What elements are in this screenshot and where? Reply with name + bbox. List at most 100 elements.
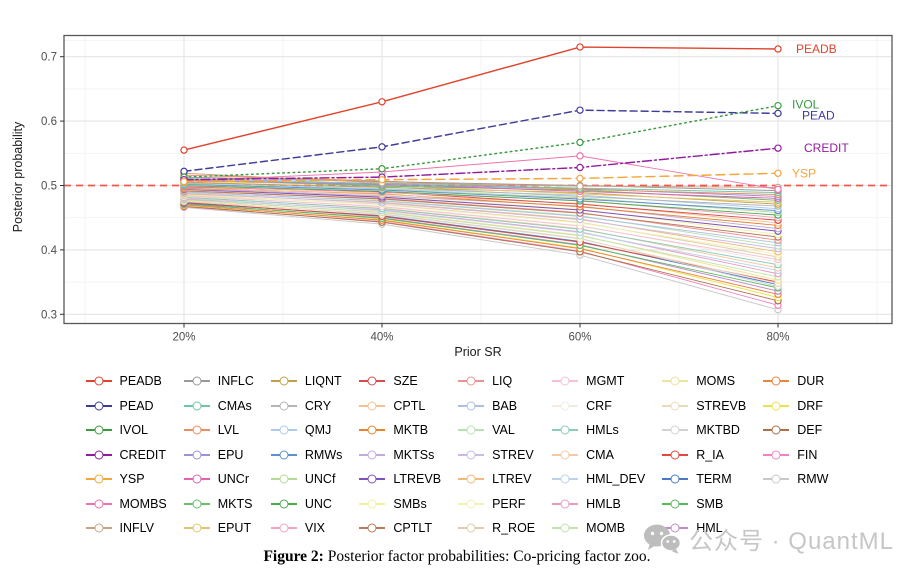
legend-item-SMBs: SMBs <box>359 492 441 517</box>
series-line-CPTL <box>183 186 779 224</box>
legend-key-icon <box>270 375 297 387</box>
line-label-PEADB: PEADB <box>796 42 837 56</box>
legend-label: STREVB <box>696 398 747 413</box>
legend-item-CREDIT: CREDIT <box>85 443 167 468</box>
watermark-quantml: 公众号 · QuantML <box>642 521 894 556</box>
figure-caption: Figure 2: Posterior factor probabilities… <box>0 548 914 566</box>
legend-item-PEADB: PEADB <box>85 369 167 394</box>
legend-label: RMWs <box>304 447 343 462</box>
legend-key-icon <box>359 400 386 412</box>
legend-key-icon <box>552 424 579 436</box>
legend-column-5: LIQ BAB VAL STREV LTREV PERF R_ROE <box>458 369 535 541</box>
legend-item-SMB: SMB <box>662 492 746 517</box>
legend-key-icon <box>662 424 689 436</box>
legend-item-R_IA: R_IA <box>662 443 746 468</box>
legend-key-icon <box>183 473 210 485</box>
legend-label: UNCf <box>304 472 336 487</box>
legend-item-RMW: RMW <box>763 467 828 492</box>
legend-key-icon <box>183 498 210 510</box>
legend-key-icon <box>359 473 386 485</box>
legend-column-1: PEADB PEAD IVOL CREDIT YSP MOMBS INFLV <box>85 369 167 541</box>
legend-key-icon <box>359 424 386 436</box>
series-line-DUR <box>183 204 779 295</box>
legend-key-icon <box>662 375 689 387</box>
legend-label: DEF <box>797 423 823 438</box>
legend-label: MOMBS <box>119 496 167 511</box>
line-label-PEAD: PEAD <box>802 108 835 122</box>
line-label-YSP: YSP <box>792 166 816 180</box>
legend-key-icon <box>458 375 485 387</box>
legend-key-icon <box>662 400 689 412</box>
legend-item-VAL: VAL <box>458 418 535 443</box>
legend-key-icon <box>183 449 210 461</box>
legend-item-PERF: PERF <box>458 492 535 517</box>
legend-key-icon <box>763 449 790 461</box>
chart-area: PEADB PEAD IVOL CREDIT YSP 0.3 0.4 0.5 0.6 0.7 20%… <box>11 34 893 359</box>
legend-key-icon <box>458 498 485 510</box>
legend-label: RMW <box>797 472 829 487</box>
legend-key-icon <box>458 400 485 412</box>
legend-key-icon <box>552 449 579 461</box>
legend-item-MKTS: MKTS <box>183 492 254 517</box>
legend-item-PEAD: PEAD <box>85 394 167 419</box>
legend-item-IVOL: IVOL <box>85 418 167 443</box>
legend-label: FIN <box>797 447 818 462</box>
legend-label: UNCr <box>217 472 249 487</box>
legend-key-icon <box>763 400 790 412</box>
legend-key-icon <box>552 522 579 534</box>
legend-item-YSP: YSP <box>85 467 167 492</box>
series-line-LTREVB <box>183 188 779 232</box>
legend-item-MGMT: MGMT <box>552 369 645 394</box>
legend-item-CMAs: CMAs <box>183 394 254 419</box>
legend-label: VAL <box>492 423 515 438</box>
legend-key-icon <box>662 473 689 485</box>
legend-label: HML_DEV <box>586 472 646 487</box>
legend-item-EPUT: EPUT <box>183 516 254 541</box>
legend-key-icon <box>270 498 297 510</box>
legend-item-CRY: CRY <box>270 394 343 419</box>
legend-key-icon <box>662 449 689 461</box>
legend-label: TERM <box>696 472 732 487</box>
legend-label: PERF <box>492 496 526 511</box>
legend-label: R_ROE <box>492 521 536 536</box>
legend-label: LTREV <box>492 472 532 487</box>
legend-label: R_IA <box>696 447 724 462</box>
legend-label: HMLB <box>586 496 621 511</box>
legend-label: MOMB <box>586 521 626 536</box>
series-line-HML_DEV <box>183 197 779 271</box>
wechat-icon <box>643 524 682 554</box>
series-line-EPUT <box>183 180 779 203</box>
legend-label: LIQNT <box>304 374 342 389</box>
legend-column-6: MGMT CRF HMLs CMA HML_DEV HMLB MOMB <box>552 369 645 541</box>
legend-label: VIX <box>304 521 326 536</box>
series-line-PERF <box>183 194 779 255</box>
legend-label: MGMT <box>586 374 625 389</box>
legend-item-LIQ: LIQ <box>458 369 535 394</box>
legend-key-icon <box>763 473 790 485</box>
legend-label: LTREVB <box>393 472 442 487</box>
legend-label: PEADB <box>119 374 162 389</box>
series-line-CREDIT <box>183 147 779 181</box>
legend-item-CMA: CMA <box>552 443 645 468</box>
legend-column-3: LIQNT CRY QMJ RMWs UNCf UNC VIX <box>270 369 343 541</box>
legend-item-LTREV: LTREV <box>458 467 535 492</box>
legend-label: IVOL <box>119 423 149 438</box>
legend-key-icon <box>458 449 485 461</box>
legend-label: MKTBD <box>696 423 740 438</box>
legend-item-RMWs: RMWs <box>270 443 343 468</box>
legend-label: MOMS <box>696 374 736 389</box>
series-line-PEADB <box>183 46 779 151</box>
legend-item-MKTSs: MKTSs <box>359 443 441 468</box>
legend-key-icon <box>552 400 579 412</box>
series-line-SMB <box>183 203 779 289</box>
x-tick-label: 80% <box>766 332 789 344</box>
legend-key-icon <box>183 375 210 387</box>
legend-key-icon <box>270 400 297 412</box>
y-axis-title: Posterior probability <box>11 121 25 233</box>
legend-key-icon <box>85 522 112 534</box>
legend-label: UNC <box>304 496 332 511</box>
legend-item-INFLV: INFLV <box>85 516 167 541</box>
legend-item-MOMBS: MOMBS <box>85 492 167 517</box>
legend-key-icon <box>359 449 386 461</box>
